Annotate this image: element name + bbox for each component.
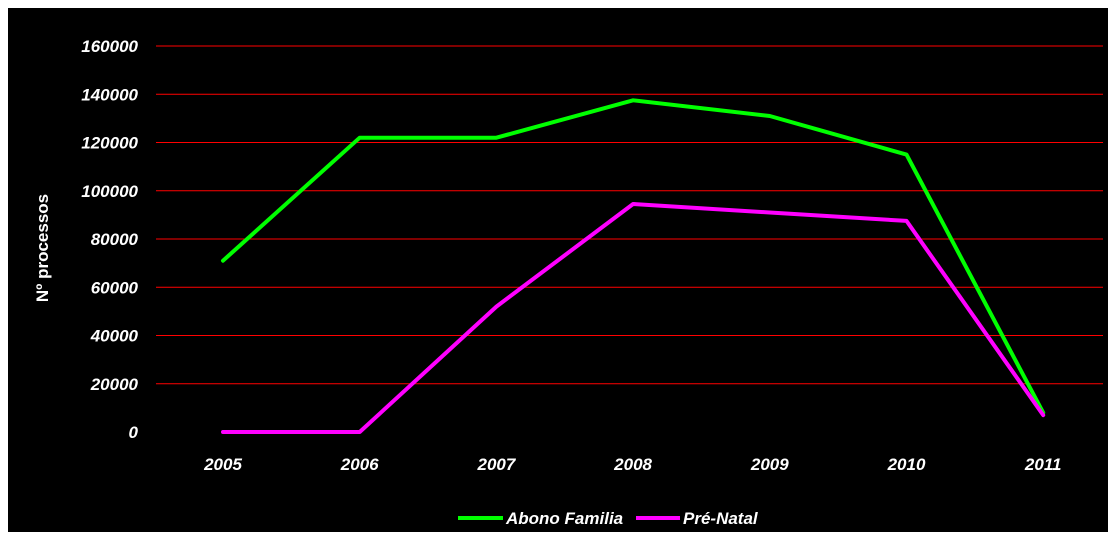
y-tick-label: 120000 xyxy=(81,134,138,153)
y-tick-label: 40000 xyxy=(90,327,139,346)
y-tick-label: 100000 xyxy=(81,182,138,201)
x-tick-label: 2006 xyxy=(340,455,379,474)
gridlines xyxy=(156,45,1103,385)
y-tick-label: 20000 xyxy=(90,375,139,394)
y-tick-label: 80000 xyxy=(91,230,139,249)
y-tick-label: 140000 xyxy=(81,85,138,104)
series-lines xyxy=(221,98,1046,434)
x-tick-label: 2010 xyxy=(887,455,926,474)
y-axis-title: Nº processos xyxy=(33,194,52,302)
x-tick-label: 2005 xyxy=(203,455,242,474)
x-axis-ticks: 2005 2006 2007 2008 2009 2010 2011 xyxy=(203,455,1061,474)
series-line-2 xyxy=(221,202,1046,434)
x-tick-label: 2011 xyxy=(1024,455,1062,474)
legend-label-1: Abono Familia xyxy=(505,509,623,528)
y-tick-label: 0 xyxy=(129,423,139,442)
line-chart: 0 20000 40000 60000 80000 100000 120000 140000 1… xyxy=(33,37,1103,528)
y-tick-label: 160000 xyxy=(81,37,138,56)
legend: Abono Familia Pré-Natal xyxy=(458,509,759,528)
x-tick-label: 2007 xyxy=(476,455,516,474)
legend-label-2: Pré-Natal xyxy=(683,509,759,528)
chart-area: 0 20000 40000 60000 80000 100000 120000 140000 1… xyxy=(8,8,1108,532)
x-tick-label: 2008 xyxy=(613,455,652,474)
y-tick-label: 60000 xyxy=(91,278,139,297)
x-tick-label: 2009 xyxy=(750,455,789,474)
series-line-1 xyxy=(221,98,1046,415)
y-axis-ticks: 0 20000 40000 60000 80000 100000 120000 140000 1… xyxy=(81,37,138,442)
